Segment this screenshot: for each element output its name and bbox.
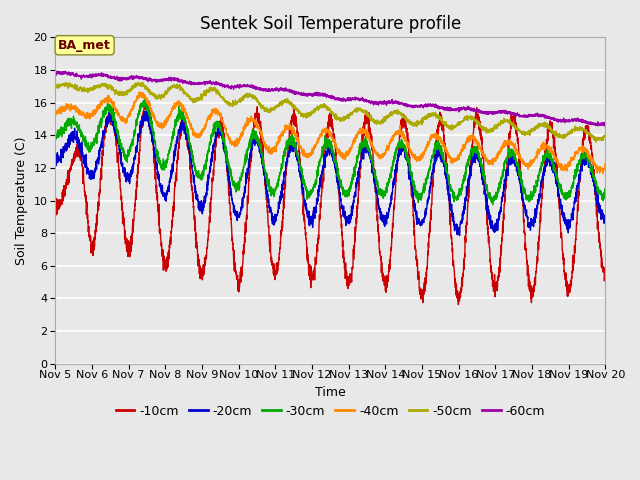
-20cm (532, 214, 540, 220)
-30cm (489, 202, 497, 208)
-40cm (51, 109, 59, 115)
-30cm (591, 178, 598, 183)
-10cm (287, 126, 294, 132)
-30cm (602, 192, 609, 198)
-30cm (287, 136, 294, 142)
-50cm (591, 136, 598, 142)
-50cm (147, 90, 155, 96)
-10cm (532, 273, 540, 279)
-10cm (454, 302, 462, 308)
-60cm (262, 87, 270, 93)
-30cm (147, 118, 155, 124)
-20cm (262, 181, 270, 187)
-10cm (147, 121, 155, 127)
-30cm (262, 175, 270, 180)
-40cm (287, 122, 294, 128)
-60cm (53, 68, 61, 74)
-20cm (602, 214, 609, 219)
-40cm (147, 107, 155, 113)
-10cm (51, 196, 59, 202)
-40cm (599, 171, 607, 177)
-50cm (602, 133, 609, 139)
-40cm (532, 155, 540, 160)
-60cm (600, 123, 608, 129)
-30cm (141, 96, 149, 102)
-20cm (147, 130, 155, 135)
-20cm (114, 139, 122, 145)
-50cm (287, 101, 294, 107)
-60cm (532, 113, 540, 119)
Line: -20cm: -20cm (55, 111, 605, 236)
-10cm (141, 96, 148, 102)
-60cm (287, 87, 294, 93)
-60cm (591, 121, 598, 127)
-30cm (51, 128, 59, 133)
-50cm (532, 124, 540, 130)
Legend: -10cm, -20cm, -30cm, -40cm, -50cm, -60cm: -10cm, -20cm, -30cm, -40cm, -50cm, -60cm (111, 400, 550, 423)
-10cm (591, 182, 598, 188)
-40cm (602, 167, 609, 173)
-30cm (114, 129, 122, 134)
-20cm (51, 158, 59, 164)
-40cm (262, 143, 270, 149)
-20cm (143, 108, 150, 114)
-20cm (591, 188, 598, 194)
-50cm (114, 90, 122, 96)
Line: -40cm: -40cm (55, 92, 605, 174)
-40cm (136, 89, 144, 95)
Title: Sentek Soil Temperature profile: Sentek Soil Temperature profile (200, 15, 461, 33)
-60cm (51, 71, 59, 76)
Text: BA_met: BA_met (58, 39, 111, 52)
Line: -30cm: -30cm (55, 99, 605, 205)
-50cm (262, 105, 270, 110)
-60cm (115, 75, 122, 81)
-40cm (114, 111, 122, 117)
Line: -10cm: -10cm (55, 99, 605, 305)
-50cm (134, 79, 142, 85)
-60cm (147, 76, 155, 82)
-60cm (602, 121, 609, 127)
-50cm (51, 84, 59, 89)
X-axis label: Time: Time (315, 385, 346, 398)
-10cm (262, 197, 270, 203)
-30cm (532, 188, 540, 194)
-50cm (592, 139, 600, 145)
-20cm (456, 233, 463, 239)
Line: -60cm: -60cm (55, 71, 605, 126)
Line: -50cm: -50cm (55, 82, 605, 142)
-20cm (287, 139, 294, 145)
-10cm (602, 276, 609, 282)
-40cm (591, 162, 598, 168)
Y-axis label: Soil Temperature (C): Soil Temperature (C) (15, 136, 28, 265)
-10cm (114, 158, 122, 164)
